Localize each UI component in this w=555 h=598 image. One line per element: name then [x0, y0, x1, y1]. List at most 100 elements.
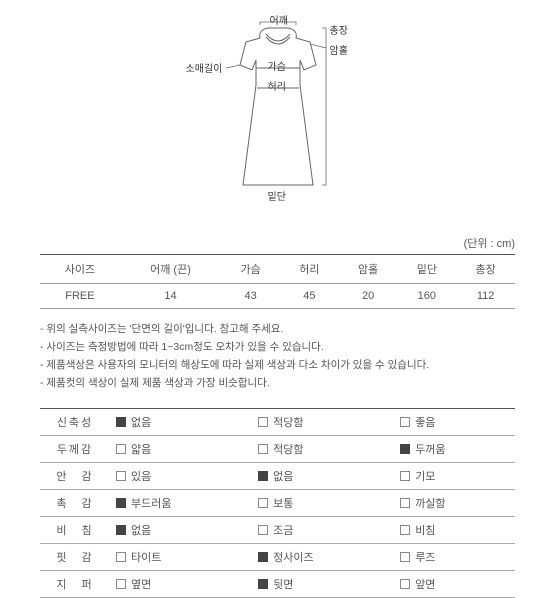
size-header: 가슴 — [221, 255, 280, 284]
attr-row: 핏 감 타이트 정사이즈 루즈 — [40, 544, 515, 571]
checkbox-icon — [400, 498, 410, 508]
attr-option: 타이트 — [110, 544, 252, 571]
attr-option-label: 적당함 — [273, 414, 303, 430]
checkbox-icon — [258, 471, 268, 481]
checkbox-icon — [116, 579, 126, 589]
attr-option: 뒷면 — [252, 571, 394, 598]
attr-option-label: 있음 — [131, 468, 151, 484]
attributes-table: 신축성없음적당함좋음두께감얇음적당함두꺼움안 감있음없음기모촉 감부드러움보통까… — [40, 408, 515, 598]
attr-option: 두꺼움 — [394, 436, 515, 463]
attr-key: 핏 감 — [40, 544, 110, 571]
attr-option-label: 정사이즈 — [273, 549, 313, 565]
attr-option: 까실함 — [394, 490, 515, 517]
label-waist: 허리 — [268, 78, 286, 93]
size-header: 사이즈 — [40, 255, 120, 284]
size-cell: 112 — [456, 284, 515, 309]
attr-option-label: 앞면 — [415, 576, 435, 592]
checkbox-icon — [400, 444, 410, 454]
attr-key: 비 침 — [40, 517, 110, 544]
note-line: - 제품컷의 색상이 실제 제품 색상과 가장 비슷합니다. — [40, 375, 515, 393]
attr-option-label: 루즈 — [415, 549, 435, 565]
attr-option: 적당함 — [252, 436, 394, 463]
attr-option-label: 기모 — [415, 468, 435, 484]
attr-option: 부드러움 — [110, 490, 252, 517]
size-header: 허리 — [280, 255, 339, 284]
attr-option-label: 뒷면 — [273, 576, 293, 592]
size-cell: 160 — [397, 284, 456, 309]
attr-key: 두께감 — [40, 436, 110, 463]
attr-key: 신축성 — [40, 409, 110, 436]
label-shoulder: 어깨 — [270, 12, 288, 27]
attr-option-label: 없음 — [131, 414, 151, 430]
attr-option-label: 두꺼움 — [415, 441, 445, 457]
checkbox-icon — [258, 525, 268, 535]
checkbox-icon — [116, 444, 126, 454]
size-cell: FREE — [40, 284, 120, 309]
attr-option-label: 없음 — [273, 468, 293, 484]
attr-key: 촉 감 — [40, 490, 110, 517]
checkbox-icon — [258, 552, 268, 562]
checkbox-icon — [258, 579, 268, 589]
checkbox-icon — [116, 498, 126, 508]
attr-row: 안 감 있음 없음 기모 — [40, 463, 515, 490]
attr-option: 기모 — [394, 463, 515, 490]
checkbox-icon — [258, 417, 268, 427]
checkbox-icon — [116, 552, 126, 562]
size-table: 사이즈어깨 (끈)가슴허리암홀밑단총장 FREE14434520160112 — [40, 254, 515, 309]
notes: - 위의 실측사이즈는 '단면의 길이'입니다. 참고해 주세요.- 사이즈는 … — [40, 321, 515, 392]
attr-option-label: 얇음 — [131, 441, 151, 457]
attr-row: 비 침 없음 조금 비침 — [40, 517, 515, 544]
attr-option-label: 타이트 — [131, 549, 161, 565]
size-header: 밑단 — [397, 255, 456, 284]
attr-row: 두께감 얇음 적당함 두꺼움 — [40, 436, 515, 463]
attr-row: 신축성 없음 적당함 좋음 — [40, 409, 515, 436]
attr-option: 앞면 — [394, 571, 515, 598]
checkbox-icon — [116, 471, 126, 481]
size-header: 어깨 (끈) — [120, 255, 221, 284]
attr-option: 없음 — [252, 463, 394, 490]
attr-option: 얇음 — [110, 436, 252, 463]
attr-option: 좋음 — [394, 409, 515, 436]
attr-row: 지 퍼 옆면 뒷면 앞면 — [40, 571, 515, 598]
label-length: 총장 — [330, 22, 348, 37]
checkbox-icon — [258, 444, 268, 454]
size-cell: 14 — [120, 284, 221, 309]
attr-option: 옆면 — [110, 571, 252, 598]
attr-option: 비침 — [394, 517, 515, 544]
attr-key: 지 퍼 — [40, 571, 110, 598]
attr-option-label: 보통 — [273, 495, 293, 511]
attr-option: 보통 — [252, 490, 394, 517]
attr-option: 있음 — [110, 463, 252, 490]
label-hem: 밑단 — [268, 188, 286, 203]
attr-option: 적당함 — [252, 409, 394, 436]
label-bust: 가슴 — [268, 58, 286, 73]
attr-option-label: 적당함 — [273, 441, 303, 457]
size-header: 총장 — [456, 255, 515, 284]
attr-option-label: 부드러움 — [131, 495, 171, 511]
checkbox-icon — [258, 498, 268, 508]
checkbox-icon — [400, 525, 410, 535]
attr-option: 없음 — [110, 409, 252, 436]
unit-label: (단위 : cm) — [40, 235, 515, 251]
attr-option-label: 옆면 — [131, 576, 151, 592]
attr-key: 안 감 — [40, 463, 110, 490]
checkbox-icon — [400, 552, 410, 562]
label-sleeve: 소매길이 — [186, 60, 223, 75]
attr-option: 조금 — [252, 517, 394, 544]
size-cell: 20 — [339, 284, 398, 309]
attr-row: 촉 감 부드러움 보통 까실함 — [40, 490, 515, 517]
dress-diagram: 어깨 총장 소매길이 암홀 가슴 허리 밑단 — [40, 20, 515, 210]
attr-option-label: 없음 — [131, 522, 151, 538]
checkbox-icon — [116, 525, 126, 535]
size-cell: 43 — [221, 284, 280, 309]
attr-option-label: 비침 — [415, 522, 435, 538]
attr-option: 정사이즈 — [252, 544, 394, 571]
checkbox-icon — [400, 417, 410, 427]
note-line: - 위의 실측사이즈는 '단면의 길이'입니다. 참고해 주세요. — [40, 321, 515, 339]
note-line: - 제품색상은 사용자의 모니터의 해상도에 따라 실제 색상과 다소 차이가 … — [40, 357, 515, 375]
attr-option: 없음 — [110, 517, 252, 544]
note-line: - 사이즈는 측정방법에 따라 1~3cm정도 오차가 있을 수 있습니다. — [40, 339, 515, 357]
attr-option: 루즈 — [394, 544, 515, 571]
size-header: 암홀 — [339, 255, 398, 284]
attr-option-label: 까실함 — [415, 495, 445, 511]
